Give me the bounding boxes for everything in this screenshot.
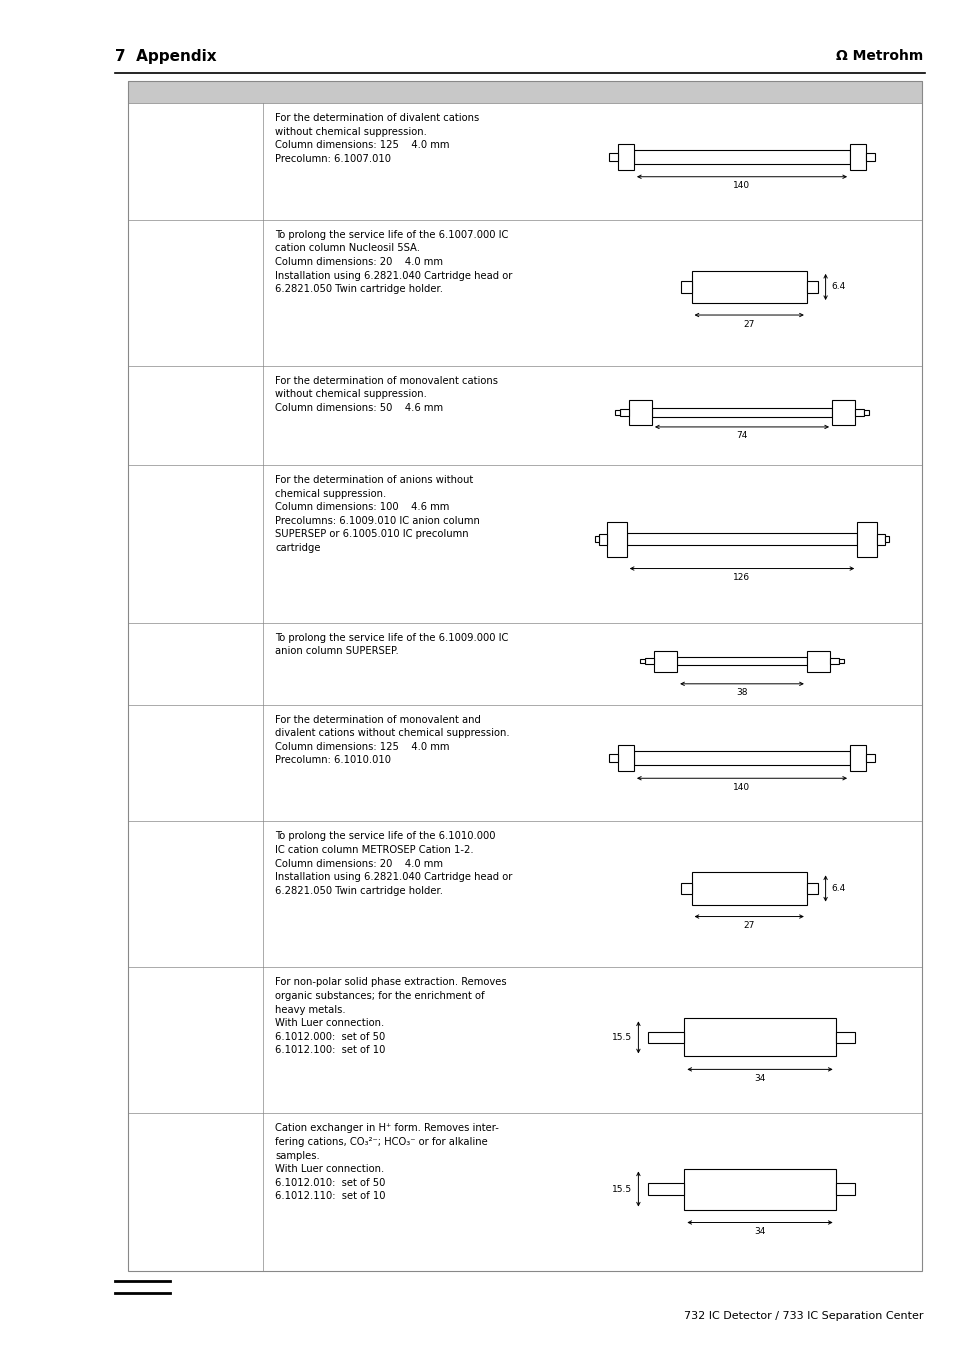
- Text: 15.5: 15.5: [612, 1185, 632, 1193]
- Bar: [806, 281, 817, 293]
- Bar: [639, 659, 644, 663]
- Bar: [884, 536, 887, 542]
- Bar: [648, 1032, 683, 1043]
- Bar: [634, 150, 849, 163]
- Bar: [835, 1032, 855, 1043]
- Text: For the determination of monovalent cations
without chemical suppression.
Column: For the determination of monovalent cati…: [274, 376, 497, 413]
- Text: For the determination of anions without
chemical suppression.
Column dimensions:: For the determination of anions without …: [274, 476, 479, 553]
- Bar: [128, 81, 921, 103]
- Bar: [615, 409, 618, 415]
- Bar: [608, 153, 618, 161]
- Bar: [829, 658, 839, 665]
- Text: To prolong the service life of the 6.1009.000 IC
anion column SUPERSEP.: To prolong the service life of the 6.100…: [274, 632, 508, 657]
- Text: 126: 126: [733, 573, 750, 582]
- Bar: [618, 143, 634, 170]
- Text: 27: 27: [742, 921, 754, 929]
- Text: 27: 27: [742, 320, 754, 328]
- Text: Cation exchanger in H⁺ form. Removes inter-
fering cations, CO₃²⁻; HCO₃⁻ or for : Cation exchanger in H⁺ form. Removes int…: [274, 1123, 498, 1201]
- Text: 7  Appendix: 7 Appendix: [115, 49, 216, 63]
- Bar: [677, 657, 806, 665]
- Text: 15.5: 15.5: [612, 1034, 632, 1042]
- Text: 34: 34: [754, 1227, 765, 1236]
- Bar: [831, 400, 855, 426]
- Bar: [651, 408, 831, 417]
- Bar: [839, 659, 842, 663]
- Bar: [644, 658, 653, 665]
- Text: 38: 38: [736, 688, 747, 697]
- Text: 140: 140: [733, 782, 750, 792]
- Bar: [806, 882, 817, 894]
- Bar: [626, 532, 857, 546]
- Bar: [865, 754, 874, 762]
- Text: 140: 140: [733, 181, 750, 190]
- Bar: [855, 409, 863, 416]
- Text: 74: 74: [736, 431, 747, 440]
- Bar: [680, 281, 691, 293]
- Bar: [595, 536, 598, 542]
- Text: To prolong the service life of the 6.1010.000
IC cation column METROSEP Cation 1: To prolong the service life of the 6.101…: [274, 831, 512, 896]
- Bar: [835, 1183, 855, 1194]
- Text: 6.4: 6.4: [831, 884, 845, 893]
- Text: Ω Metrohm: Ω Metrohm: [835, 49, 923, 63]
- Bar: [680, 882, 691, 894]
- Bar: [634, 751, 849, 765]
- Bar: [618, 746, 634, 771]
- Bar: [849, 143, 865, 170]
- Bar: [683, 1019, 835, 1056]
- Bar: [691, 873, 806, 905]
- Text: 732 IC Detector / 733 IC Separation Center: 732 IC Detector / 733 IC Separation Cent…: [682, 1310, 923, 1321]
- Bar: [865, 153, 874, 161]
- Bar: [628, 400, 651, 426]
- Text: 34: 34: [754, 1074, 765, 1084]
- Text: For the determination of divalent cations
without chemical suppression.
Column d: For the determination of divalent cation…: [274, 113, 478, 163]
- Bar: [128, 81, 921, 1271]
- Bar: [608, 754, 618, 762]
- Text: To prolong the service life of the 6.1007.000 IC
cation column Nucleosil 5SA.
Co: To prolong the service life of the 6.100…: [274, 230, 512, 295]
- Bar: [806, 651, 829, 671]
- Bar: [857, 521, 876, 557]
- Bar: [648, 1182, 683, 1196]
- Bar: [618, 409, 628, 416]
- Bar: [863, 409, 868, 415]
- Bar: [876, 534, 884, 544]
- Bar: [606, 521, 626, 557]
- Bar: [691, 272, 806, 303]
- Text: For non-polar solid phase extraction. Removes
organic substances; for the enrich: For non-polar solid phase extraction. Re…: [274, 977, 506, 1055]
- Bar: [849, 746, 865, 771]
- Bar: [598, 534, 606, 544]
- Text: 6.4: 6.4: [831, 282, 845, 292]
- Bar: [653, 651, 677, 671]
- Text: For the determination of monovalent and
divalent cations without chemical suppre: For the determination of monovalent and …: [274, 715, 509, 765]
- Bar: [683, 1169, 835, 1209]
